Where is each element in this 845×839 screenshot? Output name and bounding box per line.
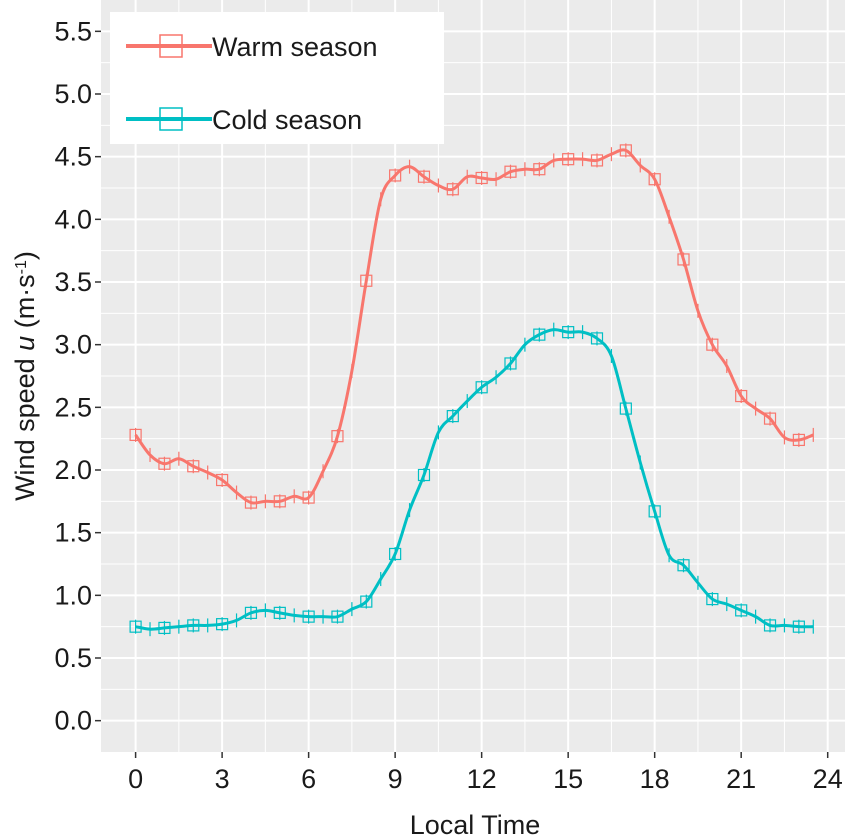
legend: Warm season Cold season — [110, 12, 444, 144]
data-point-cold — [763, 619, 777, 632]
data-point-cold — [331, 610, 344, 623]
data-point-warm — [533, 163, 546, 176]
legend-key-warm-marker — [159, 34, 183, 58]
data-point-warm — [590, 154, 604, 167]
legend-item-cold: Cold season — [126, 105, 362, 135]
data-point-cold — [648, 505, 661, 518]
data-point-cold — [244, 606, 258, 619]
data-point-warm — [504, 165, 517, 178]
data-point-warm — [273, 495, 286, 508]
y-axis: 0.0 0.5 1.0 1.5 2.0 2.5 3.0 3.5 4.0 4.5 5.0 5.5 — [54, 16, 101, 736]
data-point-cold — [158, 621, 171, 635]
legend-label-cold: Cold season — [212, 105, 362, 135]
data-point-warm — [475, 171, 488, 185]
data-point-cold — [533, 328, 546, 341]
y-axis-title-unit-open: (m·s — [10, 274, 40, 335]
data-point-cold — [389, 547, 402, 561]
y-axis-title-prefix: Wind speed — [10, 351, 40, 501]
x-tick-label: 3 — [215, 764, 230, 794]
data-point-warm — [792, 433, 805, 447]
data-point-warm — [417, 170, 431, 183]
data-point-cold — [735, 604, 748, 617]
data-point-cold — [475, 381, 488, 394]
data-point-cold — [792, 620, 805, 633]
y-axis-title-unit-exp: -1 — [13, 260, 30, 274]
data-point-warm — [302, 491, 315, 504]
y-axis-title: Wind speed u (m·s-1) — [10, 251, 40, 501]
data-point-warm — [331, 430, 344, 443]
data-point-cold — [619, 402, 632, 415]
x-tick-label: 0 — [128, 764, 143, 794]
data-point-cold — [129, 620, 142, 633]
data-point-cold — [216, 618, 229, 631]
y-tick-label: 1.0 — [54, 580, 92, 610]
data-point-cold — [677, 559, 690, 572]
data-point-cold — [302, 610, 315, 623]
data-point-warm — [129, 428, 142, 442]
y-tick-label: 2.0 — [54, 455, 92, 485]
data-point-warm — [244, 496, 258, 509]
x-tick-label: 6 — [301, 764, 316, 794]
data-point-warm — [158, 457, 171, 470]
x-tick-label: 15 — [553, 764, 583, 794]
data-point-cold — [706, 592, 719, 606]
y-tick-label: 3.0 — [54, 330, 92, 360]
x-axis: 0 3 6 9 12 15 18 21 24 — [128, 752, 843, 794]
data-point-cold — [446, 410, 459, 423]
x-tick-label: 12 — [467, 764, 497, 794]
y-tick-label: 2.5 — [54, 392, 92, 422]
series-warm — [129, 143, 814, 510]
y-tick-label: 5.5 — [54, 16, 92, 46]
y-tick-label: 4.5 — [54, 142, 92, 172]
series-cold — [129, 322, 814, 637]
data-point-cold — [360, 595, 373, 608]
y-axis-title-symbol: u — [10, 336, 40, 351]
data-point-cold — [504, 357, 517, 370]
data-point-warm — [706, 338, 719, 351]
data-point-cold — [590, 332, 604, 345]
data-point-warm — [187, 460, 200, 473]
data-point-warm — [619, 144, 632, 157]
y-tick-label: 4.0 — [54, 204, 92, 234]
data-point-cold — [273, 606, 286, 619]
series-layer — [129, 143, 814, 637]
data-point-cold — [187, 619, 200, 632]
legend-label-warm: Warm season — [212, 32, 378, 62]
data-point-warm — [446, 183, 459, 196]
y-tick-label: 0.5 — [54, 643, 92, 673]
data-point-warm — [763, 412, 777, 425]
data-point-cold — [417, 468, 431, 482]
data-point-warm — [216, 473, 229, 487]
x-tick-label: 9 — [388, 764, 403, 794]
legend-item-warm: Warm season — [126, 32, 378, 62]
data-point-warm — [735, 389, 748, 403]
y-tick-label: 3.5 — [54, 267, 92, 297]
legend-key-cold-marker — [159, 107, 183, 131]
data-point-warm — [360, 274, 373, 287]
legend-box — [110, 12, 444, 144]
x-tick-label: 21 — [726, 764, 756, 794]
x-tick-label: 24 — [813, 764, 843, 794]
data-point-cold — [562, 326, 575, 339]
data-point-warm — [648, 173, 661, 186]
series-line-cold — [135, 328, 814, 631]
y-tick-label: 1.5 — [54, 518, 92, 548]
y-tick-label: 5.0 — [54, 79, 92, 109]
data-point-warm — [562, 153, 575, 166]
x-axis-title: Local Time — [410, 810, 541, 839]
y-axis-title-unit-close: ) — [10, 251, 40, 260]
grid-major — [101, 0, 845, 752]
data-point-warm — [389, 169, 402, 182]
data-point-warm — [677, 253, 690, 266]
x-tick-label: 18 — [640, 764, 670, 794]
y-tick-label: 0.0 — [54, 706, 92, 736]
